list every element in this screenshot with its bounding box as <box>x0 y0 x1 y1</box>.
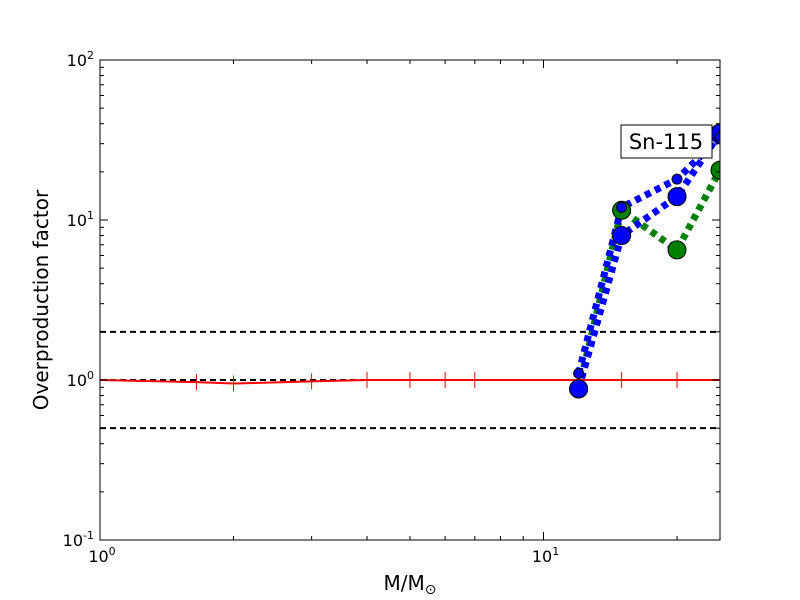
y-tick-label: 102 <box>67 49 94 70</box>
data-point <box>667 187 687 207</box>
data-point <box>612 226 632 246</box>
series-markers <box>100 123 720 399</box>
annotation-label: Sn-115 <box>629 130 703 154</box>
plot-area <box>100 60 720 540</box>
data-point <box>667 240 687 260</box>
x-tick-label: 101 <box>532 545 559 566</box>
x-axis-label: M/M⊙ <box>384 571 437 598</box>
data-point <box>714 131 720 143</box>
data-point <box>710 160 720 180</box>
y-axis-label: Overproduction factor <box>29 189 53 410</box>
data-point <box>569 379 589 399</box>
annotation-box: Sn-115 <box>620 124 713 159</box>
axis-ticks <box>99 59 720 541</box>
series-line <box>100 379 720 385</box>
data-point <box>573 367 585 379</box>
data-point <box>671 173 683 185</box>
x-axis-label-subscript: ⊙ <box>425 582 437 598</box>
x-tick-label: 100 <box>88 545 115 566</box>
series-line <box>575 134 720 375</box>
series-line <box>575 130 720 390</box>
y-tick-label: 100 <box>67 369 94 390</box>
series-lines <box>100 130 720 390</box>
data-point <box>616 201 628 213</box>
y-tick-label: 10-1 <box>63 529 94 550</box>
y-tick-label: 101 <box>67 209 94 230</box>
